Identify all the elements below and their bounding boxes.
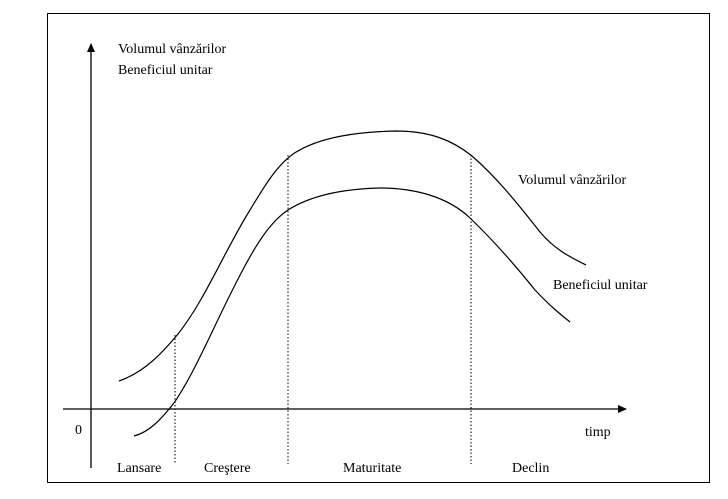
unit-profit-curve — [133, 187, 571, 437]
sales-volume-curve-label: Volumul vânzărilor — [518, 173, 627, 188]
x-axis-label: timp — [585, 425, 611, 440]
sales-volume-curve — [118, 130, 587, 382]
stage-label-maturitate: Maturitate — [343, 461, 402, 476]
origin-label: 0 — [75, 423, 82, 438]
diagram-frame — [47, 13, 710, 483]
stage-label-lansare: Lansare — [117, 461, 162, 476]
y-axis-label-line2: Beneficiul unitar — [118, 63, 213, 78]
stage-label-crestere: Creştere — [204, 461, 251, 476]
stage-label-declin: Declin — [512, 461, 550, 476]
unit-profit-curve-label: Beneficiul unitar — [553, 278, 648, 293]
y-axis-label-line1: Volumul vânzărilor — [118, 42, 227, 57]
